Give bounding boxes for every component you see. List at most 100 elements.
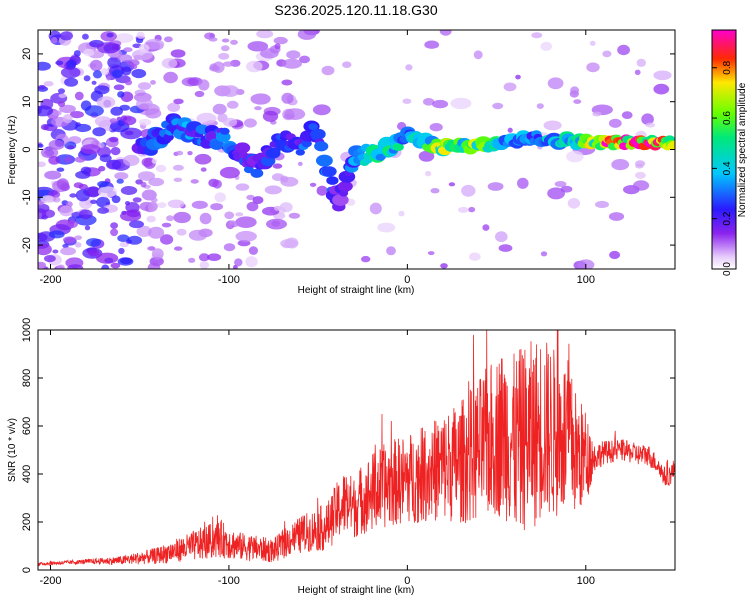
spectral-noise-blob: [60, 247, 76, 256]
spectral-noise-blob: [167, 102, 181, 113]
spectral-noise-blob: [112, 69, 123, 79]
spectral-noise-blob: [540, 41, 553, 52]
spectral-noise-blob: [136, 225, 152, 237]
spectral-noise-blob: [124, 79, 133, 86]
spectral-noise-blob: [86, 186, 100, 198]
spectral-noise-blob: [38, 200, 44, 206]
spectral-noise-blob: [316, 185, 328, 196]
top-x-axis-label: Height of straight line (km): [298, 285, 415, 296]
spectral-noise-blob: [136, 97, 153, 110]
spectral-noise-blob: [147, 262, 161, 269]
spectral-noise-blob: [66, 220, 78, 229]
bottom-y-tick-label: 400: [21, 465, 33, 483]
spectral-noise-blob: [280, 175, 289, 183]
spectral-noise-blob: [127, 235, 143, 245]
spectral-noise-blob: [117, 234, 130, 242]
spectral-noise-blob: [256, 30, 274, 39]
spectral-noise-blob: [220, 85, 240, 97]
spectral-noise-blob: [235, 183, 250, 191]
spectral-noise-blob: [194, 90, 205, 98]
spectral-noise-blob: [48, 230, 65, 239]
spectral-noise-blob: [51, 110, 62, 116]
spectral-noise-blob: [129, 220, 144, 229]
spectral-noise-blob: [609, 250, 621, 260]
spectral-noise-blob: [91, 80, 97, 85]
spectral-noise-blob: [58, 88, 65, 94]
spectral-noise-blob: [207, 253, 222, 261]
spectral-noise-blob: [59, 31, 73, 41]
spectral-noise-blob: [566, 150, 584, 163]
spectral-noise-blob: [309, 182, 317, 187]
spectral-noise-blob: [284, 108, 306, 120]
spectral-noise-blob: [297, 161, 303, 166]
spectral-noise-blob: [402, 98, 412, 104]
spectral-noise-blob: [602, 50, 612, 58]
colorbar-tick-label: 0.0: [722, 262, 733, 276]
spectral-noise-blob: [43, 81, 54, 87]
top-x-tick-label: -100: [218, 274, 240, 286]
spectral-noise-blob: [60, 66, 81, 79]
spectral-noise-blob: [235, 216, 257, 228]
spectral-noise-blob: [560, 185, 573, 193]
spectral-noise-blob: [219, 166, 240, 179]
spectral-noise-blob: [38, 143, 44, 148]
spectral-noise-blob: [122, 154, 140, 166]
spectral-noise-blob: [224, 211, 235, 220]
spectral-noise-blob: [260, 48, 279, 59]
spectral-noise-blob: [74, 91, 84, 101]
spectral-noise-blob: [589, 40, 596, 46]
spectral-noise-blob: [196, 112, 217, 125]
spectral-noise-blob: [398, 210, 405, 217]
spectral-noise-blob: [110, 228, 119, 237]
colorbar-tick-label: 0.8: [722, 60, 733, 74]
spectral-noise-blob: [617, 44, 630, 56]
spectral-noise-blob: [64, 156, 73, 163]
spectral-noise-blob: [187, 151, 193, 156]
bottom-x-tick-label: -100: [218, 575, 240, 587]
spectral-noise-blob: [120, 186, 138, 195]
spectral-noise-blob: [99, 154, 112, 163]
spectral-noise-blob: [137, 171, 156, 181]
spectral-noise-blob: [141, 157, 154, 167]
spectral-noise-blob: [113, 84, 125, 91]
spectral-noise-blob: [124, 130, 134, 136]
spectral-noise-blob: [271, 220, 281, 227]
spectral-noise-blob: [137, 82, 152, 90]
spectral-noise-blob: [281, 58, 302, 69]
spectral-noise-blob: [448, 182, 456, 187]
colorbar-tick-label: 0.6: [722, 111, 733, 125]
spectral-noise-blob: [272, 163, 283, 169]
spectral-noise-blob: [229, 220, 237, 226]
spectral-noise-blob: [424, 40, 440, 49]
spectral-noise-blob: [98, 165, 106, 172]
spectral-ridge-blob: [250, 168, 264, 178]
spectral-noise-blob: [56, 264, 65, 269]
spectral-noise-blob: [151, 248, 164, 260]
spectral-noise-blob: [38, 243, 52, 256]
spectral-noise-blob: [120, 257, 133, 264]
spectral-noise-blob: [450, 97, 472, 110]
top-y-tick-label: -20: [21, 237, 33, 253]
spectral-noise-blob: [57, 100, 66, 107]
spectral-noise-blob: [38, 105, 54, 117]
spectral-noise-blob: [653, 70, 672, 81]
spectral-noise-blob: [418, 150, 435, 162]
spectral-noise-blob: [547, 77, 564, 90]
spectral-noise-blob: [160, 234, 174, 245]
spectral-noise-blob: [245, 256, 258, 268]
spectral-noise-blob: [117, 91, 125, 98]
spectral-noise-blob: [86, 238, 101, 247]
spectral-noise-blob: [214, 192, 226, 203]
spectral-noise-blob: [100, 68, 109, 76]
spectral-noise-blob: [190, 179, 199, 184]
spectral-noise-blob: [487, 182, 504, 191]
spectral-noise-blob: [635, 171, 646, 179]
spectral-noise-blob: [138, 43, 150, 53]
spectral-noise-blob: [59, 205, 74, 217]
bottom-x-tick-label: 100: [577, 575, 595, 587]
spectral-noise-blob: [78, 209, 93, 220]
spectral-noise-blob: [262, 110, 279, 122]
spectral-noise-blob: [279, 202, 293, 213]
spectral-noise-blob: [468, 206, 476, 213]
